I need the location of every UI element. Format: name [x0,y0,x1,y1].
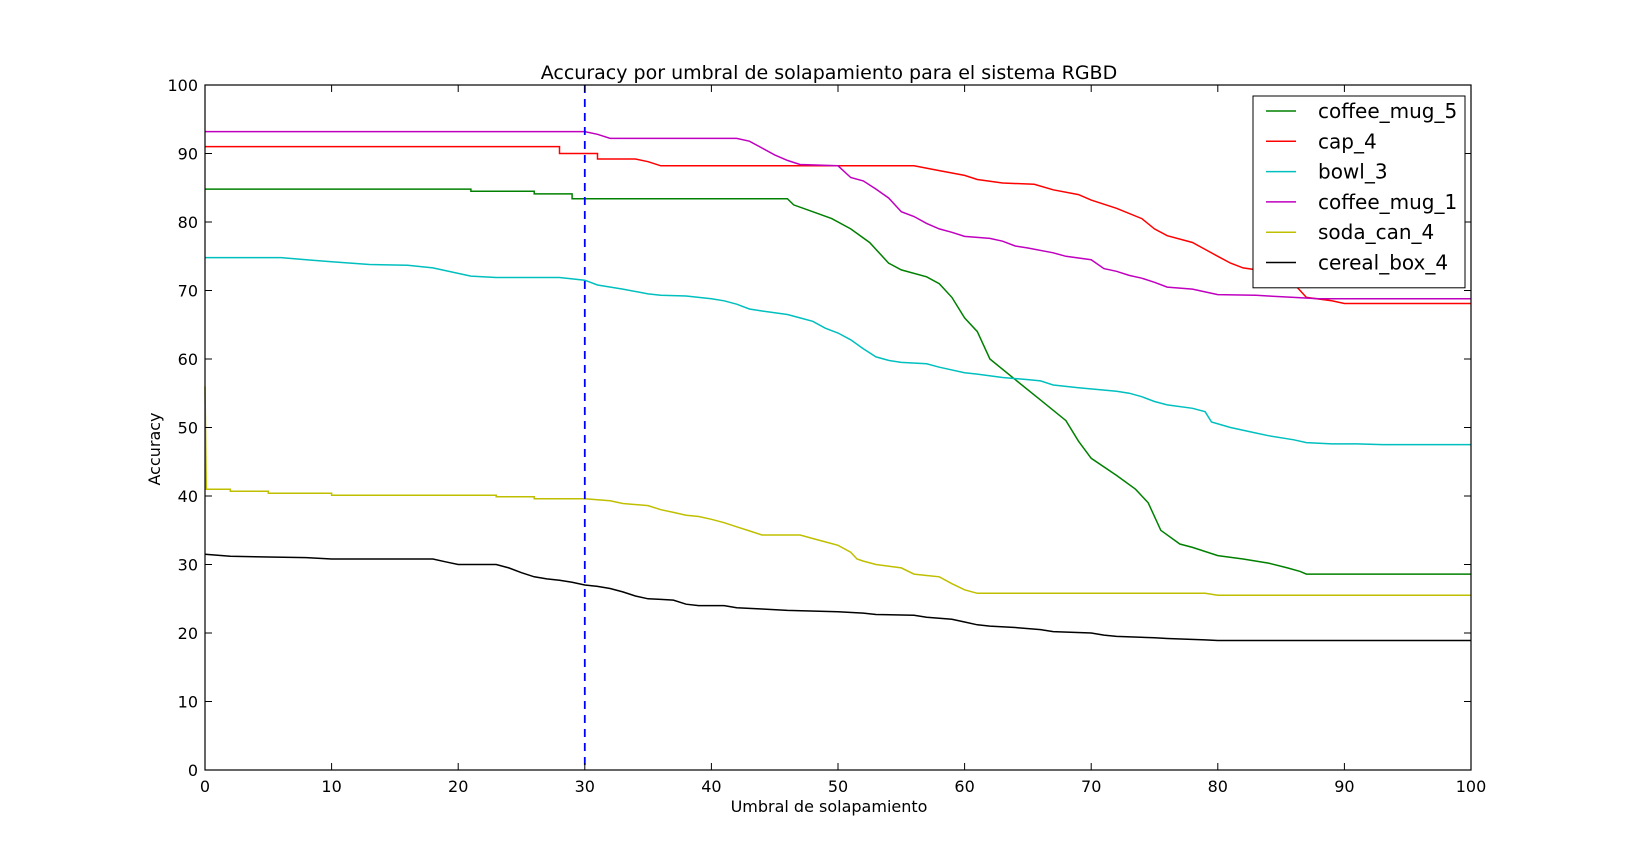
x-tick-label: 0 [200,777,210,796]
y-tick-label: 30 [178,556,198,575]
x-tick-label: 100 [1456,777,1487,796]
y-tick-label: 90 [178,145,198,164]
legend-label-bowl-3: bowl_3 [1318,160,1388,184]
series-line-coffee-mug-1 [205,130,1471,300]
x-tick-label: 30 [575,777,595,796]
y-tick-label: 80 [178,213,198,232]
y-tick-label: 40 [178,487,198,506]
y-tick-label: 70 [178,282,198,301]
series-line-cereal-box-4 [204,553,1471,642]
x-tick-label: 10 [321,777,341,796]
legend-label-coffee-mug-1: coffee_mug_1 [1318,190,1457,214]
legend-label-coffee-mug-5: coffee_mug_5 [1318,99,1457,123]
y-tick-label: 0 [188,761,198,780]
legend: coffee_mug_5 cap_4 bowl_3 coffee_mug_1 soda_… [1252,95,1466,289]
y-tick-label: 10 [178,693,198,712]
y-axis-title: Accuracy [145,412,164,485]
series-line-soda-can-4 [204,386,1471,597]
legend-label-cap-4: cap_4 [1318,129,1377,153]
y-tick-label: 50 [178,419,198,438]
x-tick-label: 20 [448,777,468,796]
x-tick-label: 40 [701,777,721,796]
x-tick-label: 50 [828,777,848,796]
x-tick-label: 90 [1334,777,1354,796]
plot-area: 0 10 20 30 40 50 60 70 80 90 100 0 10 20 30 40 50 60 70 80 9… [167,76,1486,796]
series-line-bowl-3 [205,256,1471,446]
y-tick-label: 20 [178,624,198,643]
y-tick-label: 100 [167,76,198,95]
chart-title: Accuracy por umbral de solapamiento para… [541,62,1117,84]
x-tick-label: 80 [1208,777,1228,796]
x-axis-title: Umbral de solapamiento [731,797,928,816]
x-tick-label: 60 [954,777,974,796]
x-tick-label: 70 [1081,777,1101,796]
legend-label-soda-can-4: soda_can_4 [1318,220,1434,244]
series-line-coffee-mug-5 [205,188,1471,575]
legend-box [1252,95,1466,289]
legend-label-cereal-box-4: cereal_box_4 [1318,251,1448,275]
y-tick-label: 60 [178,350,198,369]
